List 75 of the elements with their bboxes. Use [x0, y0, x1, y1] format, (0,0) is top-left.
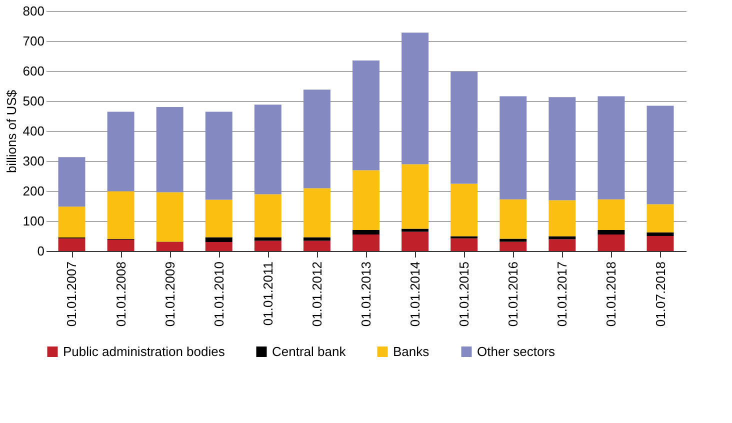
bar: [352, 170, 380, 230]
y-tick-label: 0: [37, 244, 44, 258]
bar: [156, 192, 184, 242]
bar: [254, 240, 282, 251]
bar: [450, 238, 478, 251]
bar: [303, 237, 330, 241]
bar: [500, 96, 527, 200]
x-tick-label: 01.01.2011: [260, 262, 276, 326]
y-tick-label: 500: [22, 94, 44, 108]
bar: [205, 242, 232, 251]
bar: [205, 112, 232, 200]
bar: [450, 184, 478, 236]
bar: [646, 106, 674, 204]
x-tick-label: 01.01.2015: [456, 262, 472, 327]
bar: [254, 237, 282, 241]
legend-label: Central bank: [272, 344, 346, 359]
bar: [500, 199, 527, 239]
bar: [205, 237, 232, 242]
bar: [646, 204, 674, 232]
x-tick-label: 01.01.2008: [113, 262, 128, 327]
bar: [156, 242, 184, 251]
bar: [303, 240, 330, 251]
bar: [646, 232, 674, 236]
x-tick-label: 01.01.2009: [162, 262, 178, 327]
bar: [500, 242, 527, 251]
bar: [352, 234, 380, 251]
bar: [402, 232, 429, 251]
y-tick-label: 300: [22, 154, 44, 168]
bar: [548, 200, 576, 236]
x-tick-label: 01.01.2013: [358, 262, 374, 327]
bar: [205, 200, 232, 238]
y-tick-label: 100: [22, 214, 44, 228]
y-tick-label: 400: [22, 124, 44, 138]
bar: [598, 96, 625, 200]
bar: [58, 157, 86, 207]
x-tick-label: 01.01.2017: [554, 262, 570, 327]
x-tick-label: 01.01.2018: [604, 262, 619, 327]
bar: [402, 32, 429, 164]
y-tick-label: 700: [22, 34, 44, 48]
x-tick-label: 01.01.2010: [211, 262, 226, 327]
bar: [598, 199, 625, 230]
bar: [156, 107, 184, 192]
legend-label: Banks: [393, 344, 430, 359]
bar: [548, 239, 576, 251]
y-tick-label: 200: [22, 184, 44, 198]
bar: [254, 104, 282, 194]
bar: [58, 206, 86, 238]
bar: [107, 191, 134, 239]
bar: [303, 188, 330, 238]
x-tick-label: 01.01.2007: [64, 262, 80, 327]
bar: [402, 164, 429, 229]
x-tick-label: 01.01.2016: [506, 262, 521, 327]
bar: [254, 194, 282, 238]
bar: [303, 90, 330, 188]
x-tick-label: 01.01.2014: [408, 262, 423, 327]
x-tick-label: 01.01.2012: [309, 262, 324, 327]
bar: [598, 234, 625, 251]
y-tick-label: 600: [22, 64, 44, 78]
bar: [450, 72, 478, 184]
y-axis-title: billions of US$: [4, 89, 19, 174]
bar: [352, 60, 380, 170]
x-tick-label: 01.07.2018: [652, 262, 668, 327]
bar: [598, 230, 625, 234]
y-tick-label: 800: [22, 4, 44, 18]
legend-label: Public administration bodies: [63, 344, 226, 359]
bar: [548, 236, 576, 240]
bar: [107, 240, 134, 251]
bar: [402, 228, 429, 232]
bar: [500, 238, 527, 242]
bar: [58, 238, 86, 251]
bar: [646, 236, 674, 251]
legend-label: Other sectors: [477, 344, 556, 359]
bar: [107, 112, 134, 192]
bar: [352, 230, 380, 234]
bar: [548, 97, 576, 200]
